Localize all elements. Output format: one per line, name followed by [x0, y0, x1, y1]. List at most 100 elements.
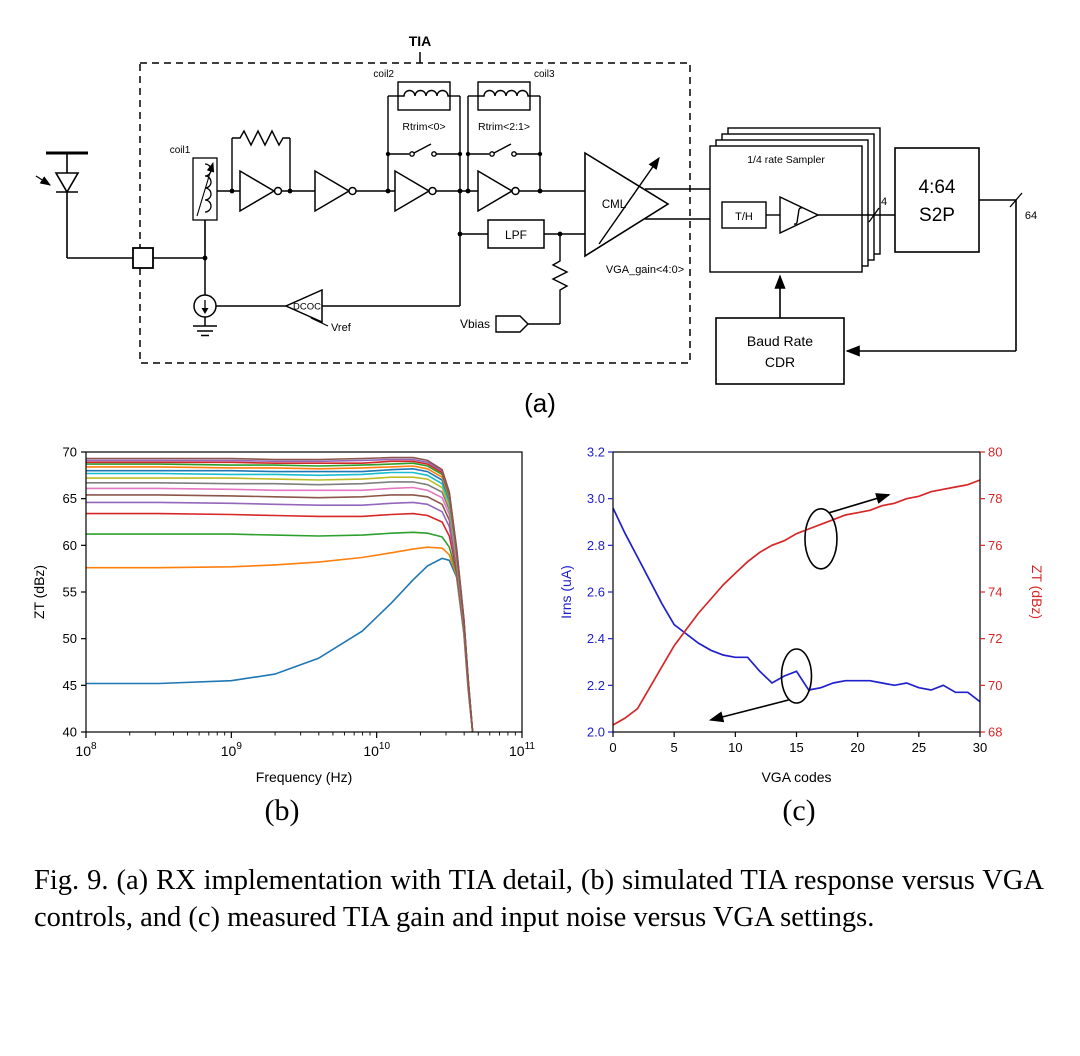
svg-text:1011: 1011: [509, 741, 535, 759]
x-axis: 108 109 1010 1011: [75, 732, 535, 759]
panel-b-label: (b): [264, 794, 300, 827]
svg-text:70: 70: [63, 445, 77, 460]
series-line: [86, 512, 474, 732]
cdr-label-line1: Baud Rate: [747, 333, 813, 349]
svg-text:25: 25: [912, 740, 926, 755]
feedback-resistor: [231, 129, 291, 191]
svg-text:3.2: 3.2: [587, 445, 605, 460]
svg-text:2.6: 2.6: [587, 585, 605, 600]
rtrim21-label: Rtrim<2:1>: [478, 121, 530, 133]
photodiode: [35, 151, 133, 259]
series-line: [86, 481, 474, 732]
series-line: [613, 479, 980, 726]
sampler-label: 1/4 rate Sampler: [747, 154, 825, 166]
vbias-label: Vbias: [460, 317, 490, 331]
svg-text:5: 5: [671, 740, 678, 755]
vga-cml-amplifier: [584, 151, 710, 258]
series-line: [86, 462, 474, 732]
svg-text:10: 10: [728, 740, 742, 755]
svg-text:15: 15: [789, 740, 803, 755]
panel-a-label: (a): [524, 388, 556, 418]
input-pad: [132, 247, 154, 269]
cdr-block: [715, 274, 845, 385]
panel-c-label: (c): [782, 794, 816, 827]
lpf-block: [459, 191, 585, 249]
svg-text:50: 50: [63, 631, 77, 646]
vga-gain-label: VGA_gain<4:0>: [606, 264, 684, 276]
th-label: T/H: [735, 211, 753, 223]
annotation-ellipse: [804, 508, 838, 570]
coil3-label: coil3: [534, 69, 555, 80]
svg-text:74: 74: [988, 585, 1002, 600]
comparator-glyph-icon: [793, 207, 803, 225]
series-line: [86, 546, 474, 732]
figure-caption: Fig. 9. (a) RX implementation with TIA d…: [34, 865, 1044, 934]
svg-text:108: 108: [75, 741, 97, 759]
bus64-label: 64: [1025, 210, 1037, 222]
amp-stage-3: [394, 169, 437, 213]
svg-text:65: 65: [63, 491, 77, 506]
series-line: [86, 465, 474, 732]
series-line: [86, 458, 474, 732]
svg-text:109: 109: [221, 741, 243, 759]
coil2-network: [387, 81, 461, 191]
amp-stage-1: [239, 169, 283, 213]
right-y-axis-label: ZT (dBz): [1029, 565, 1042, 619]
svg-text:2.4: 2.4: [587, 631, 605, 646]
svg-text:20: 20: [850, 740, 864, 755]
coil3-network: [467, 81, 541, 191]
s2p-label-line1: 4:64: [919, 177, 956, 198]
rtrim0-label: Rtrim<0>: [402, 121, 445, 133]
svg-text:78: 78: [988, 491, 1002, 506]
amp-stage-2: [314, 169, 357, 213]
series-line: [86, 494, 474, 732]
svg-text:72: 72: [988, 631, 1002, 646]
left-y-axis: 2.0 2.2 2.4 2.6 2.8 3.0 3.2: [587, 445, 613, 740]
panel-labels: (b) (c): [0, 794, 1080, 828]
dcoc-label: DCOC: [293, 302, 321, 313]
svg-text:0: 0: [609, 740, 616, 755]
svg-text:60: 60: [63, 538, 77, 553]
circuit-diagram: TIA coil1: [35, 33, 1037, 418]
series-line: [86, 557, 474, 732]
lpf-label: LPF: [505, 228, 527, 242]
x-axis-label: Frequency (Hz): [256, 769, 352, 785]
svg-text:40: 40: [63, 725, 77, 740]
coil1-label: coil1: [170, 145, 191, 156]
amp-stage-4: [477, 169, 520, 213]
x-axis-label: VGA codes: [761, 769, 831, 785]
series-line: [86, 456, 474, 732]
annotation-arrow: [828, 493, 891, 514]
junction-dots: [202, 151, 563, 261]
svg-text:68: 68: [988, 725, 1002, 740]
right-y-axis: 68 70 72 74 76 78 80: [980, 445, 1002, 740]
svg-text:2.2: 2.2: [587, 678, 605, 693]
dcoc-block: [193, 234, 461, 337]
tia-title: TIA: [409, 33, 432, 49]
coil1-inductor: [192, 157, 218, 258]
s2p-block: [845, 147, 1023, 357]
sampler-block: [709, 127, 895, 273]
svg-text:30: 30: [973, 740, 987, 755]
charts-row: 40 45 50 55 60 65 70 108 109 1010 1011 ZT (dBz) Freq…: [0, 438, 1080, 790]
bus4-slash-icon: [868, 207, 880, 223]
series-line: [613, 507, 980, 703]
cml-label: CML: [602, 199, 627, 211]
coil2-label: coil2: [373, 69, 394, 80]
chart-b-container: 40 45 50 55 60 65 70 108 109 1010 1011 ZT (dBz) Freq…: [28, 438, 536, 790]
svg-text:45: 45: [63, 678, 77, 693]
plot-frame: [85, 451, 523, 733]
bus4-label: 4: [881, 196, 887, 208]
series-line: [86, 531, 474, 732]
svg-text:76: 76: [988, 538, 1002, 553]
s2p-label-line2: S2P: [919, 205, 955, 226]
series-line: [86, 501, 474, 732]
left-y-axis-label: Irns (uA): [558, 565, 574, 619]
svg-text:2.8: 2.8: [587, 538, 605, 553]
y-axis-label: ZT (dBz): [31, 565, 47, 619]
series-line: [86, 467, 474, 732]
y-axis: 40 45 50 55 60 65 70: [63, 445, 86, 740]
svg-text:80: 80: [988, 445, 1002, 460]
svg-text:70: 70: [988, 678, 1002, 693]
